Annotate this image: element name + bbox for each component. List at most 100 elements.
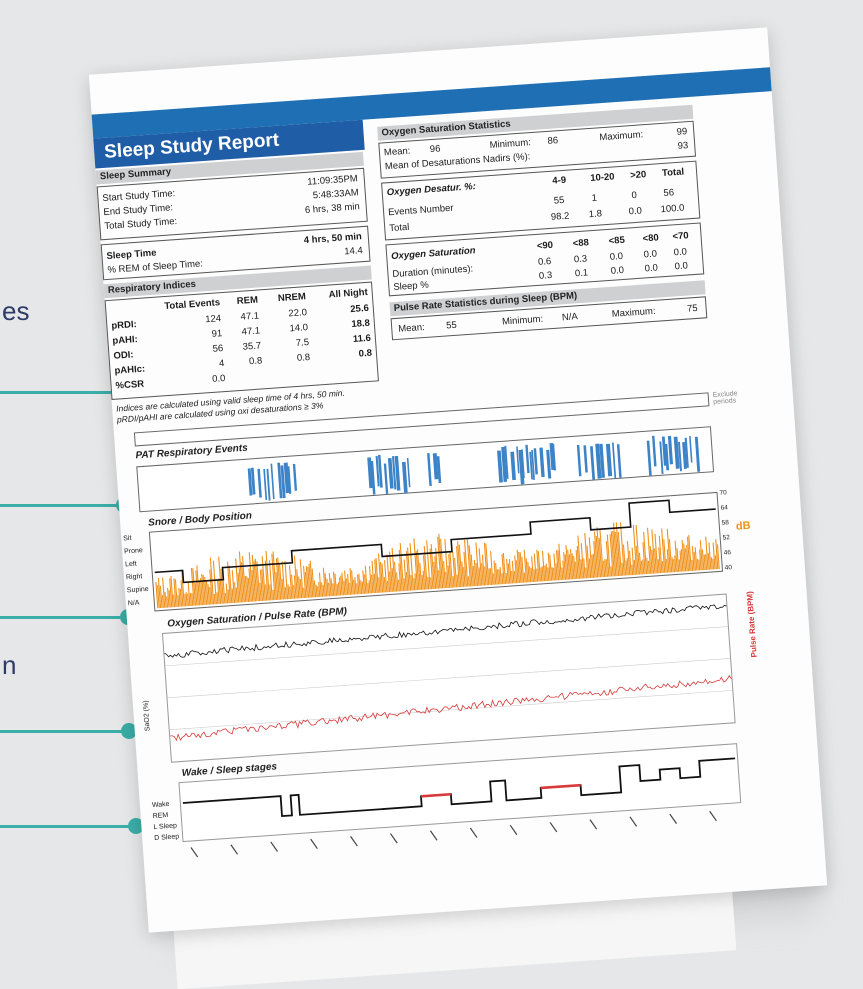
snore-bar [330, 578, 333, 597]
snore-bar [449, 551, 453, 588]
ox-pulse-plot [164, 604, 733, 742]
snore-bar [516, 549, 521, 584]
end-study-value: 5:48:33AM [312, 187, 360, 202]
snore-bar [440, 538, 445, 589]
resp-cell: 124 [204, 313, 222, 326]
snore-bar [619, 522, 625, 576]
pat-event-bar [367, 457, 374, 489]
snore-bar [610, 566, 613, 577]
snore-bar [598, 537, 603, 578]
snore-bar [519, 552, 523, 583]
snore-bar [205, 580, 209, 605]
snore-bar [309, 560, 314, 598]
pat-event-bar [539, 447, 545, 478]
snore-bar [631, 564, 634, 576]
time-tick [709, 810, 717, 822]
snore-bar [248, 552, 254, 602]
stage-label: L Sleep [153, 822, 178, 832]
snore-bar [259, 569, 264, 601]
resp-cell: 0.8 [358, 347, 373, 360]
snore-bar [485, 543, 490, 586]
snore-bar [332, 583, 335, 596]
snore-bar [224, 593, 227, 604]
snore-bar [378, 577, 381, 593]
snore-bar [303, 587, 305, 599]
snore-bar [574, 561, 578, 579]
snore-bar [647, 560, 650, 574]
snore-bar [557, 550, 561, 581]
snore-bar [694, 547, 698, 571]
snore-bar [686, 544, 690, 572]
snore-bar [615, 522, 621, 576]
snore-bar [536, 549, 540, 582]
sat-sleep-val: 0.3 [538, 269, 553, 282]
snore-bar [235, 558, 240, 603]
desat-total-val: 98.2 [550, 210, 570, 223]
pat-event-bar [605, 443, 613, 477]
snore-bar [189, 592, 192, 606]
snore-bar [213, 593, 216, 605]
snore-bar [716, 544, 720, 570]
pulse-axis-label: Pulse Rate (BPM) [745, 590, 759, 658]
sleep-stage-line [182, 757, 736, 818]
desat-event-val: 55 [553, 194, 565, 207]
snore-bar [640, 560, 643, 575]
snore-bar [527, 561, 530, 583]
snore-bar [435, 548, 440, 589]
time-tick [469, 827, 478, 838]
rem-segment [420, 792, 451, 798]
snore-bar [164, 591, 167, 608]
resp-col-nrem: NREM [277, 291, 307, 305]
desat-event-val: 0 [631, 189, 638, 202]
spo2-line [164, 604, 727, 658]
total-study-value: 6 hrs, 38 min [304, 201, 361, 217]
snore-bar [374, 559, 378, 593]
snore-bar [612, 530, 617, 577]
snore-bar [681, 539, 685, 572]
snore-bar [177, 595, 180, 607]
resp-cell: 25.6 [349, 302, 370, 316]
body-position-label: Supine [126, 585, 149, 595]
snore-bar [293, 555, 298, 599]
snore-bar [454, 557, 458, 588]
snore-bar [553, 553, 557, 581]
snore-bar [493, 560, 497, 585]
snore-bar [580, 543, 585, 579]
pat-event-bar [501, 446, 508, 483]
snore-bar [288, 565, 293, 599]
pulse-rate-line [170, 675, 732, 742]
snore-bar [518, 552, 522, 583]
sat-dur-val: 0.3 [573, 253, 588, 266]
sat-col: <70 [672, 230, 690, 243]
snore-bar [530, 567, 533, 583]
snore-bar [545, 563, 548, 582]
snore-bar [498, 569, 501, 585]
pat-event-bar [682, 442, 687, 469]
snore-bar [678, 559, 681, 572]
snore-bar [371, 574, 374, 594]
snore-bar [710, 557, 713, 570]
snore-bar [671, 557, 674, 573]
snore-bar [686, 536, 691, 572]
snore-bar [484, 566, 487, 586]
pat-event-bar [292, 463, 298, 491]
pat-chart [136, 426, 715, 513]
db-tick: 52 [722, 534, 731, 542]
snore-bar [251, 554, 257, 602]
snore-bar [575, 550, 579, 579]
pat-event-bar [277, 462, 283, 499]
snore-bar [381, 563, 385, 593]
snore-bar [437, 536, 442, 589]
snore-bar [564, 554, 568, 580]
pat-event-bar [531, 449, 535, 481]
snore-bar [552, 567, 555, 581]
snore-bar [227, 589, 230, 604]
snore-bar [496, 569, 500, 585]
resp-row-label: ODI: [113, 349, 134, 362]
snore-bar [281, 561, 286, 600]
pat-event-bar [652, 435, 657, 467]
snore-bar [187, 581, 191, 607]
pat-event-bar [401, 461, 408, 496]
time-tick [549, 822, 558, 833]
snore-bar [427, 576, 430, 590]
